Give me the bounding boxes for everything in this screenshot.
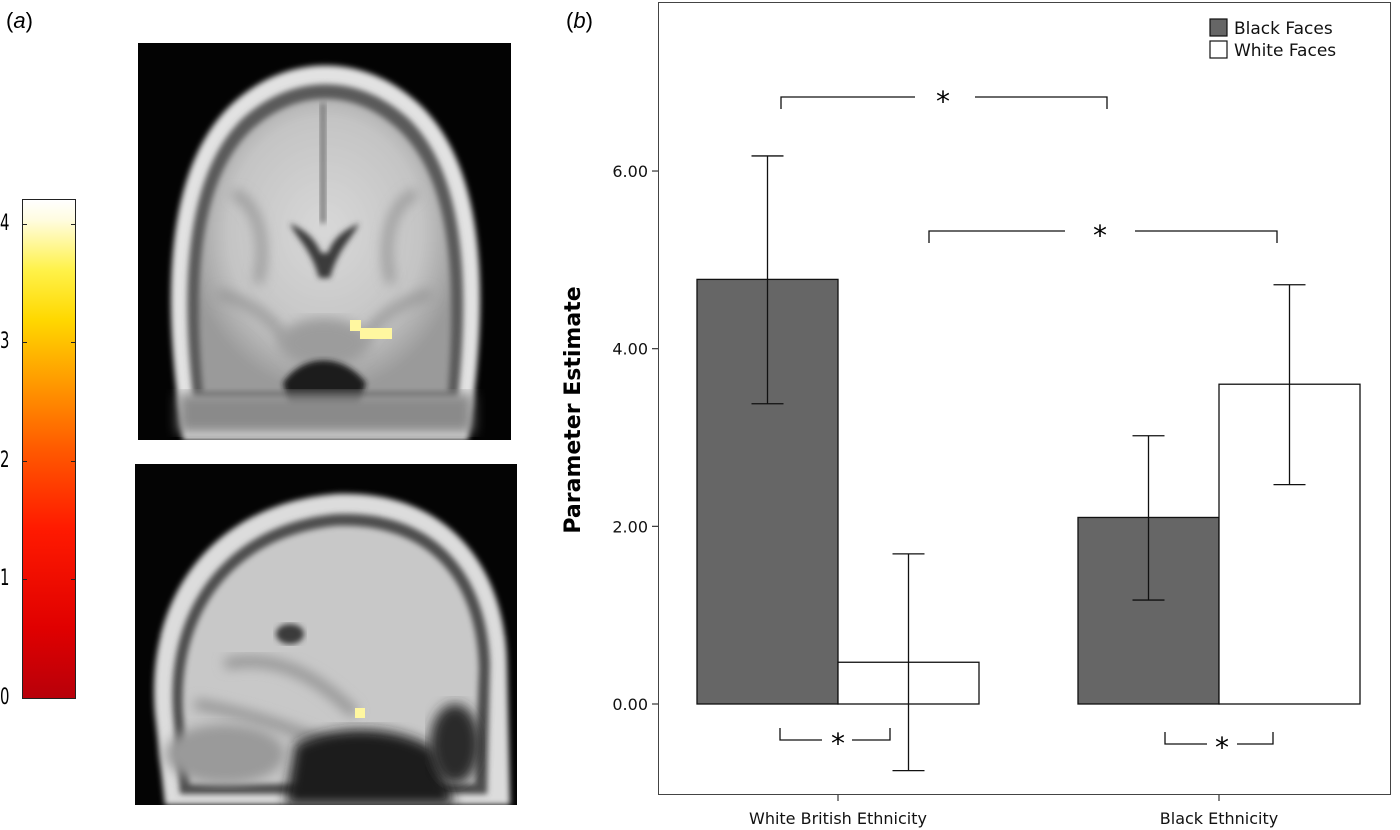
- colorbar-tick-mark: [23, 223, 27, 225]
- colorbar-tick-label: 1: [0, 566, 10, 592]
- x-category-label: Black Ethnicity: [1160, 809, 1278, 828]
- legend-label: White Faces: [1234, 41, 1336, 61]
- chart-axes: 0.00 2.00 4.00 6.00 White British Ethnicity B…: [612, 162, 1278, 828]
- colorbar: 0 1 2 3 4: [0, 199, 76, 709]
- significance-bracket: [928, 230, 1278, 243]
- colorbar-tick-label: 3: [0, 329, 10, 355]
- chart-frame: [658, 2, 1391, 795]
- panel-label-b: (b): [566, 8, 593, 33]
- significance-star: *: [1093, 219, 1107, 252]
- y-tick-label: 6.00: [612, 162, 648, 181]
- colorbar-tick-label: 0: [0, 685, 10, 710]
- y-tick-label: 2.00: [612, 517, 648, 536]
- legend-swatch: [1209, 18, 1228, 37]
- colorbar-tick-mark: [71, 342, 75, 344]
- significance-star: *: [936, 85, 950, 118]
- colorbar-tick-mark: [71, 698, 75, 699]
- y-axis-label: Parameter Estimate: [561, 286, 586, 533]
- significance-bracket: [780, 96, 1108, 109]
- x-category-label: White British Ethnicity: [749, 809, 927, 828]
- panel-label-a: (a): [6, 8, 33, 33]
- colorbar-tick-mark: [23, 698, 27, 699]
- brain-coronal-slice: [138, 43, 511, 440]
- brain-sagittal-slice: [135, 464, 517, 805]
- colorbar-tick-label: 4: [0, 210, 10, 236]
- legend-label: Black Faces: [1234, 19, 1333, 39]
- legend-swatch: [1209, 40, 1228, 59]
- y-tick-label: 0.00: [612, 695, 648, 714]
- chart-bars: [696, 278, 1361, 705]
- significance-star: *: [1215, 731, 1229, 764]
- colorbar-tick-mark: [71, 579, 75, 581]
- colorbar-tick-mark: [71, 460, 75, 462]
- significance-star: *: [831, 727, 845, 760]
- chart-error-bars: [751, 155, 1306, 772]
- significance-bracket: [1164, 732, 1274, 745]
- colorbar-tick-mark: [23, 460, 27, 462]
- colorbar-tick-mark: [23, 579, 27, 581]
- chart-significance: * * * *: [779, 85, 1278, 764]
- colorbar-tick-label: 2: [0, 447, 10, 473]
- colorbar-tick-mark: [23, 342, 27, 344]
- colorbar-tick-mark: [71, 223, 75, 225]
- y-tick-label: 4.00: [612, 340, 648, 359]
- significance-bracket: [779, 728, 891, 741]
